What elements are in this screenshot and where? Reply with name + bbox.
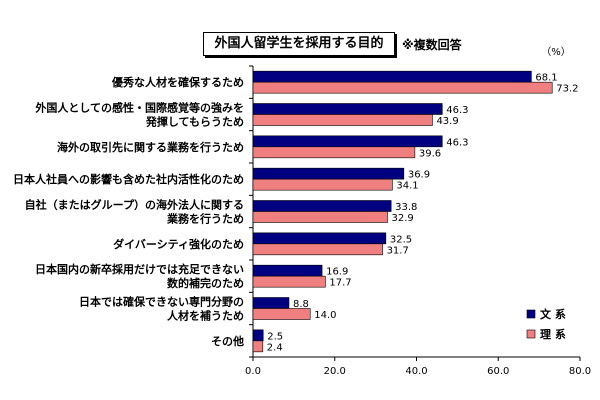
category-label: 外国人としての感性・国際感覚等の強みを	[34, 101, 244, 115]
data-label: 16.9	[326, 267, 348, 278]
category-label: ダイバーシティ強化のため	[113, 237, 244, 251]
data-label: 32.5	[390, 234, 412, 245]
data-label: 46.3	[446, 137, 468, 148]
data-label: 68.1	[535, 73, 557, 84]
data-label: 34.1	[396, 181, 418, 192]
data-label: 2.5	[267, 331, 283, 342]
bar-bunkei	[252, 135, 443, 148]
category-label: 海外の取引先に関する業務を行うため	[57, 140, 244, 154]
legend-label: 文 系	[540, 307, 566, 321]
bar-bunkei	[252, 329, 264, 342]
category-label: 業務を行うため	[166, 212, 244, 226]
data-label: 8.8	[293, 299, 309, 310]
category-label: 人材を補うため	[167, 309, 244, 323]
bar-bunkei	[252, 167, 405, 180]
multiple-answer-note: ※複数回答	[402, 38, 462, 52]
bar-rikei	[252, 178, 393, 191]
bar-bunkei	[252, 70, 532, 83]
bar-rikei	[252, 340, 264, 353]
category-label: 日本国内の新卒採用だけでは充足できない	[35, 262, 244, 276]
bar-bunkei	[252, 264, 323, 277]
data-label: 17.7	[329, 278, 351, 289]
bar-bunkei	[252, 103, 443, 115]
bar-bunkei	[252, 232, 387, 245]
category-label: 発揮してもらうため	[145, 115, 244, 129]
category-label: 優秀な人材を確保するため	[111, 75, 244, 89]
category-label: 日本人社員への影響も含めた社内活性化のため	[13, 172, 244, 186]
legend-swatch	[526, 309, 536, 319]
data-label: 2.4	[267, 342, 283, 353]
data-label: 32.9	[391, 213, 413, 224]
category-label: その他	[211, 334, 244, 348]
data-label: 31.7	[387, 245, 409, 256]
category-label: 数的補完のため	[167, 276, 244, 290]
bar-rikei	[252, 308, 311, 320]
unit-label: （%）	[541, 46, 571, 58]
legend-swatch	[526, 329, 536, 339]
bar-rikei	[252, 211, 388, 223]
bar-rikei	[252, 81, 553, 94]
data-label: 73.2	[556, 84, 578, 95]
category-label: 自社（またはグループ）の海外法人に関する	[25, 198, 244, 212]
chart-title: 外国人留学生を採用する目的	[203, 32, 395, 56]
data-label: 33.8	[395, 202, 417, 213]
bar-bunkei	[252, 200, 392, 212]
bar-rikei	[252, 243, 383, 256]
legend-label: 理 系	[540, 327, 566, 341]
data-label: 46.3	[446, 105, 468, 116]
bar-rikei	[252, 114, 433, 126]
x-tick-label: 0.0	[245, 366, 261, 377]
bar-rikei	[252, 275, 326, 288]
bar-rikei	[252, 146, 416, 159]
x-tick-label: 20.0	[324, 366, 346, 377]
x-tick-label: 80.0	[569, 366, 591, 377]
bar-bunkei	[252, 297, 290, 309]
data-label: 43.9	[436, 116, 458, 127]
category-label: 日本では確保できない専門分野の	[79, 295, 244, 309]
x-tick-label: 40.0	[405, 366, 427, 377]
x-tick-label: 60.0	[487, 366, 509, 377]
data-label: 36.9	[408, 170, 430, 181]
data-label: 14.0	[314, 310, 336, 321]
data-label: 39.6	[419, 148, 441, 159]
